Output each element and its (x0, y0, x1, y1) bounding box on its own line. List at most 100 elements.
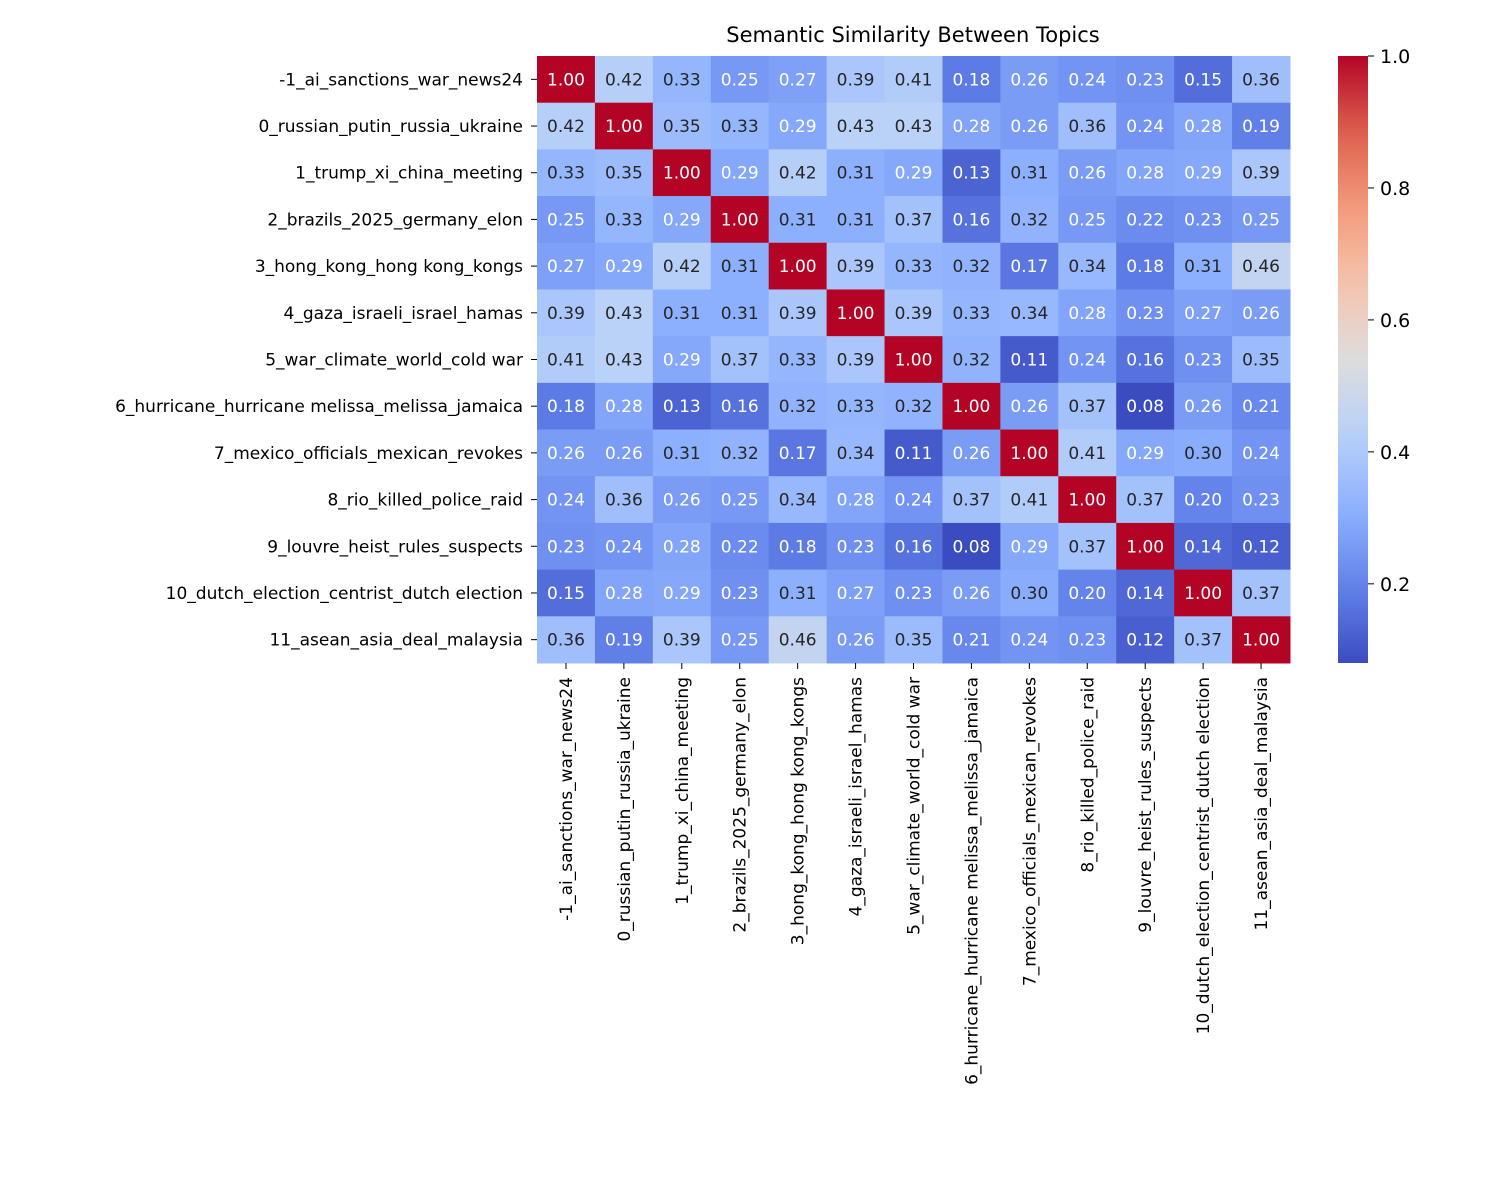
heatmap-cell (942, 522, 1001, 571)
cell-value-label: 1.00 (605, 117, 643, 137)
heatmap-cell (710, 196, 770, 244)
heatmap-cell (1232, 102, 1291, 150)
y-tick-label: 3_hong_kong_hong kong_kongs (255, 257, 523, 277)
cell-value-label: 0.18 (779, 537, 817, 557)
heatmap-cell (1174, 476, 1233, 524)
cell-value-label: 0.32 (895, 397, 933, 417)
heatmap-cell (1116, 429, 1175, 477)
cell-value-label: 0.13 (663, 397, 701, 417)
cell-value-label: 0.39 (779, 304, 817, 324)
heatmap-cell (537, 149, 596, 197)
cell-value-label: 0.20 (1184, 491, 1222, 511)
cell-value-label: 0.28 (1126, 164, 1164, 184)
cell-value-label: 0.23 (1126, 304, 1164, 324)
heatmap-cell (1116, 289, 1175, 337)
cell-value-label: 0.33 (895, 257, 933, 277)
heatmap-cell (1058, 382, 1117, 431)
cell-value-label: 0.12 (1126, 631, 1164, 651)
cell-value-label: 0.42 (605, 70, 643, 90)
cell-value-label: 0.29 (1184, 164, 1222, 184)
heatmap-cell (768, 56, 828, 104)
cell-value-label: 0.23 (1126, 70, 1164, 90)
y-tick-label: 11_asean_asia_deal_malaysia (269, 631, 523, 651)
x-tick-label: 3_hong_kong_hong kong_kongs (789, 677, 809, 945)
y-tick-label: 7_mexico_officials_mexican_revokes (214, 444, 523, 464)
cell-value-label: 0.31 (663, 304, 701, 324)
cell-value-label: 0.43 (605, 304, 643, 324)
chart-title: Semantic Similarity Between Topics (726, 23, 1099, 47)
cell-value-label: 0.37 (721, 351, 759, 371)
heatmap-cell (537, 569, 596, 617)
heatmap-cell (1058, 102, 1117, 150)
heatmap-cell (1058, 429, 1117, 477)
heatmap-cell (1116, 569, 1175, 617)
cell-value-label: 0.24 (547, 491, 585, 511)
heatmap-cell (1174, 102, 1233, 150)
heatmap-cell (768, 196, 828, 244)
heatmap-cell (652, 429, 712, 477)
x-tick-label: 6_hurricane_hurricane melissa_melissa_ja… (962, 677, 982, 1085)
cell-value-label: 0.33 (605, 210, 643, 230)
heatmap-cell (884, 522, 943, 571)
heatmap-cell (1232, 429, 1291, 477)
heatmap-cell (594, 56, 654, 104)
heatmap-cell (826, 56, 886, 104)
heatmap-cell (652, 476, 712, 524)
cell-value-label: 0.31 (663, 444, 701, 464)
heatmap-cell (1000, 429, 1059, 477)
cell-value-label: 0.14 (1184, 537, 1222, 557)
heatmap-cell (652, 569, 712, 617)
cell-value-label: 0.31 (1184, 257, 1222, 277)
heatmap-cell (942, 102, 1001, 150)
cell-value-label: 0.28 (837, 491, 875, 511)
cell-value-label: 0.28 (605, 584, 643, 604)
heatmap-cell (826, 242, 886, 290)
cell-value-label: 0.32 (1010, 210, 1048, 230)
heatmap-cell (1058, 616, 1117, 664)
heatmap-cell (652, 196, 712, 244)
heatmap-cell (710, 149, 770, 197)
heatmap-cell (594, 289, 654, 337)
cell-value-label: 0.32 (952, 257, 990, 277)
cell-value-label: 0.25 (547, 210, 585, 230)
heatmap-cell (594, 196, 654, 244)
cell-value-label: 0.23 (1242, 491, 1280, 511)
heatmap-cell (826, 196, 886, 244)
heatmap-cell (826, 616, 886, 664)
heatmap-cell (826, 102, 886, 150)
cell-value-label: 0.29 (1126, 444, 1164, 464)
heatmap-cell (942, 149, 1001, 197)
cell-value-label: 0.26 (952, 444, 990, 464)
colorbar-tick-label: 0.6 (1380, 310, 1410, 332)
cell-value-label: 0.36 (1242, 70, 1280, 90)
heatmap-cell (537, 56, 596, 104)
heatmap-cell (884, 102, 943, 150)
heatmap-cell (652, 242, 712, 290)
heatmap-cell (710, 289, 770, 337)
cell-value-label: 1.00 (1126, 537, 1164, 557)
heatmap-cell (652, 289, 712, 337)
heatmap-cell (652, 336, 712, 384)
heatmap-cell (594, 429, 654, 477)
heatmap-cell (884, 429, 943, 477)
heatmap-cell (1116, 242, 1175, 290)
heatmap-cell (1058, 149, 1117, 197)
cell-value-label: 0.26 (1010, 117, 1048, 137)
heatmap-cell (1058, 522, 1117, 571)
cell-value-label: 0.35 (895, 631, 933, 651)
cell-value-label: 0.28 (952, 117, 990, 137)
heatmap-cell (1116, 382, 1175, 431)
cell-value-label: 0.26 (547, 444, 585, 464)
cell-value-label: 0.43 (895, 117, 933, 137)
cell-value-label: 0.37 (1126, 491, 1164, 511)
cell-value-label: 0.24 (605, 537, 643, 557)
cell-value-label: 0.31 (837, 210, 875, 230)
heatmap-cell (537, 242, 596, 290)
cell-value-label: 0.39 (547, 304, 585, 324)
heatmap-cell (942, 476, 1001, 524)
cell-value-label: 0.23 (721, 584, 759, 604)
heatmap-cell (826, 476, 886, 524)
cell-value-label: 0.25 (1242, 210, 1280, 230)
cell-value-label: 0.21 (1242, 397, 1280, 417)
y-tick-label: -1_ai_sanctions_war_news24 (279, 70, 523, 90)
